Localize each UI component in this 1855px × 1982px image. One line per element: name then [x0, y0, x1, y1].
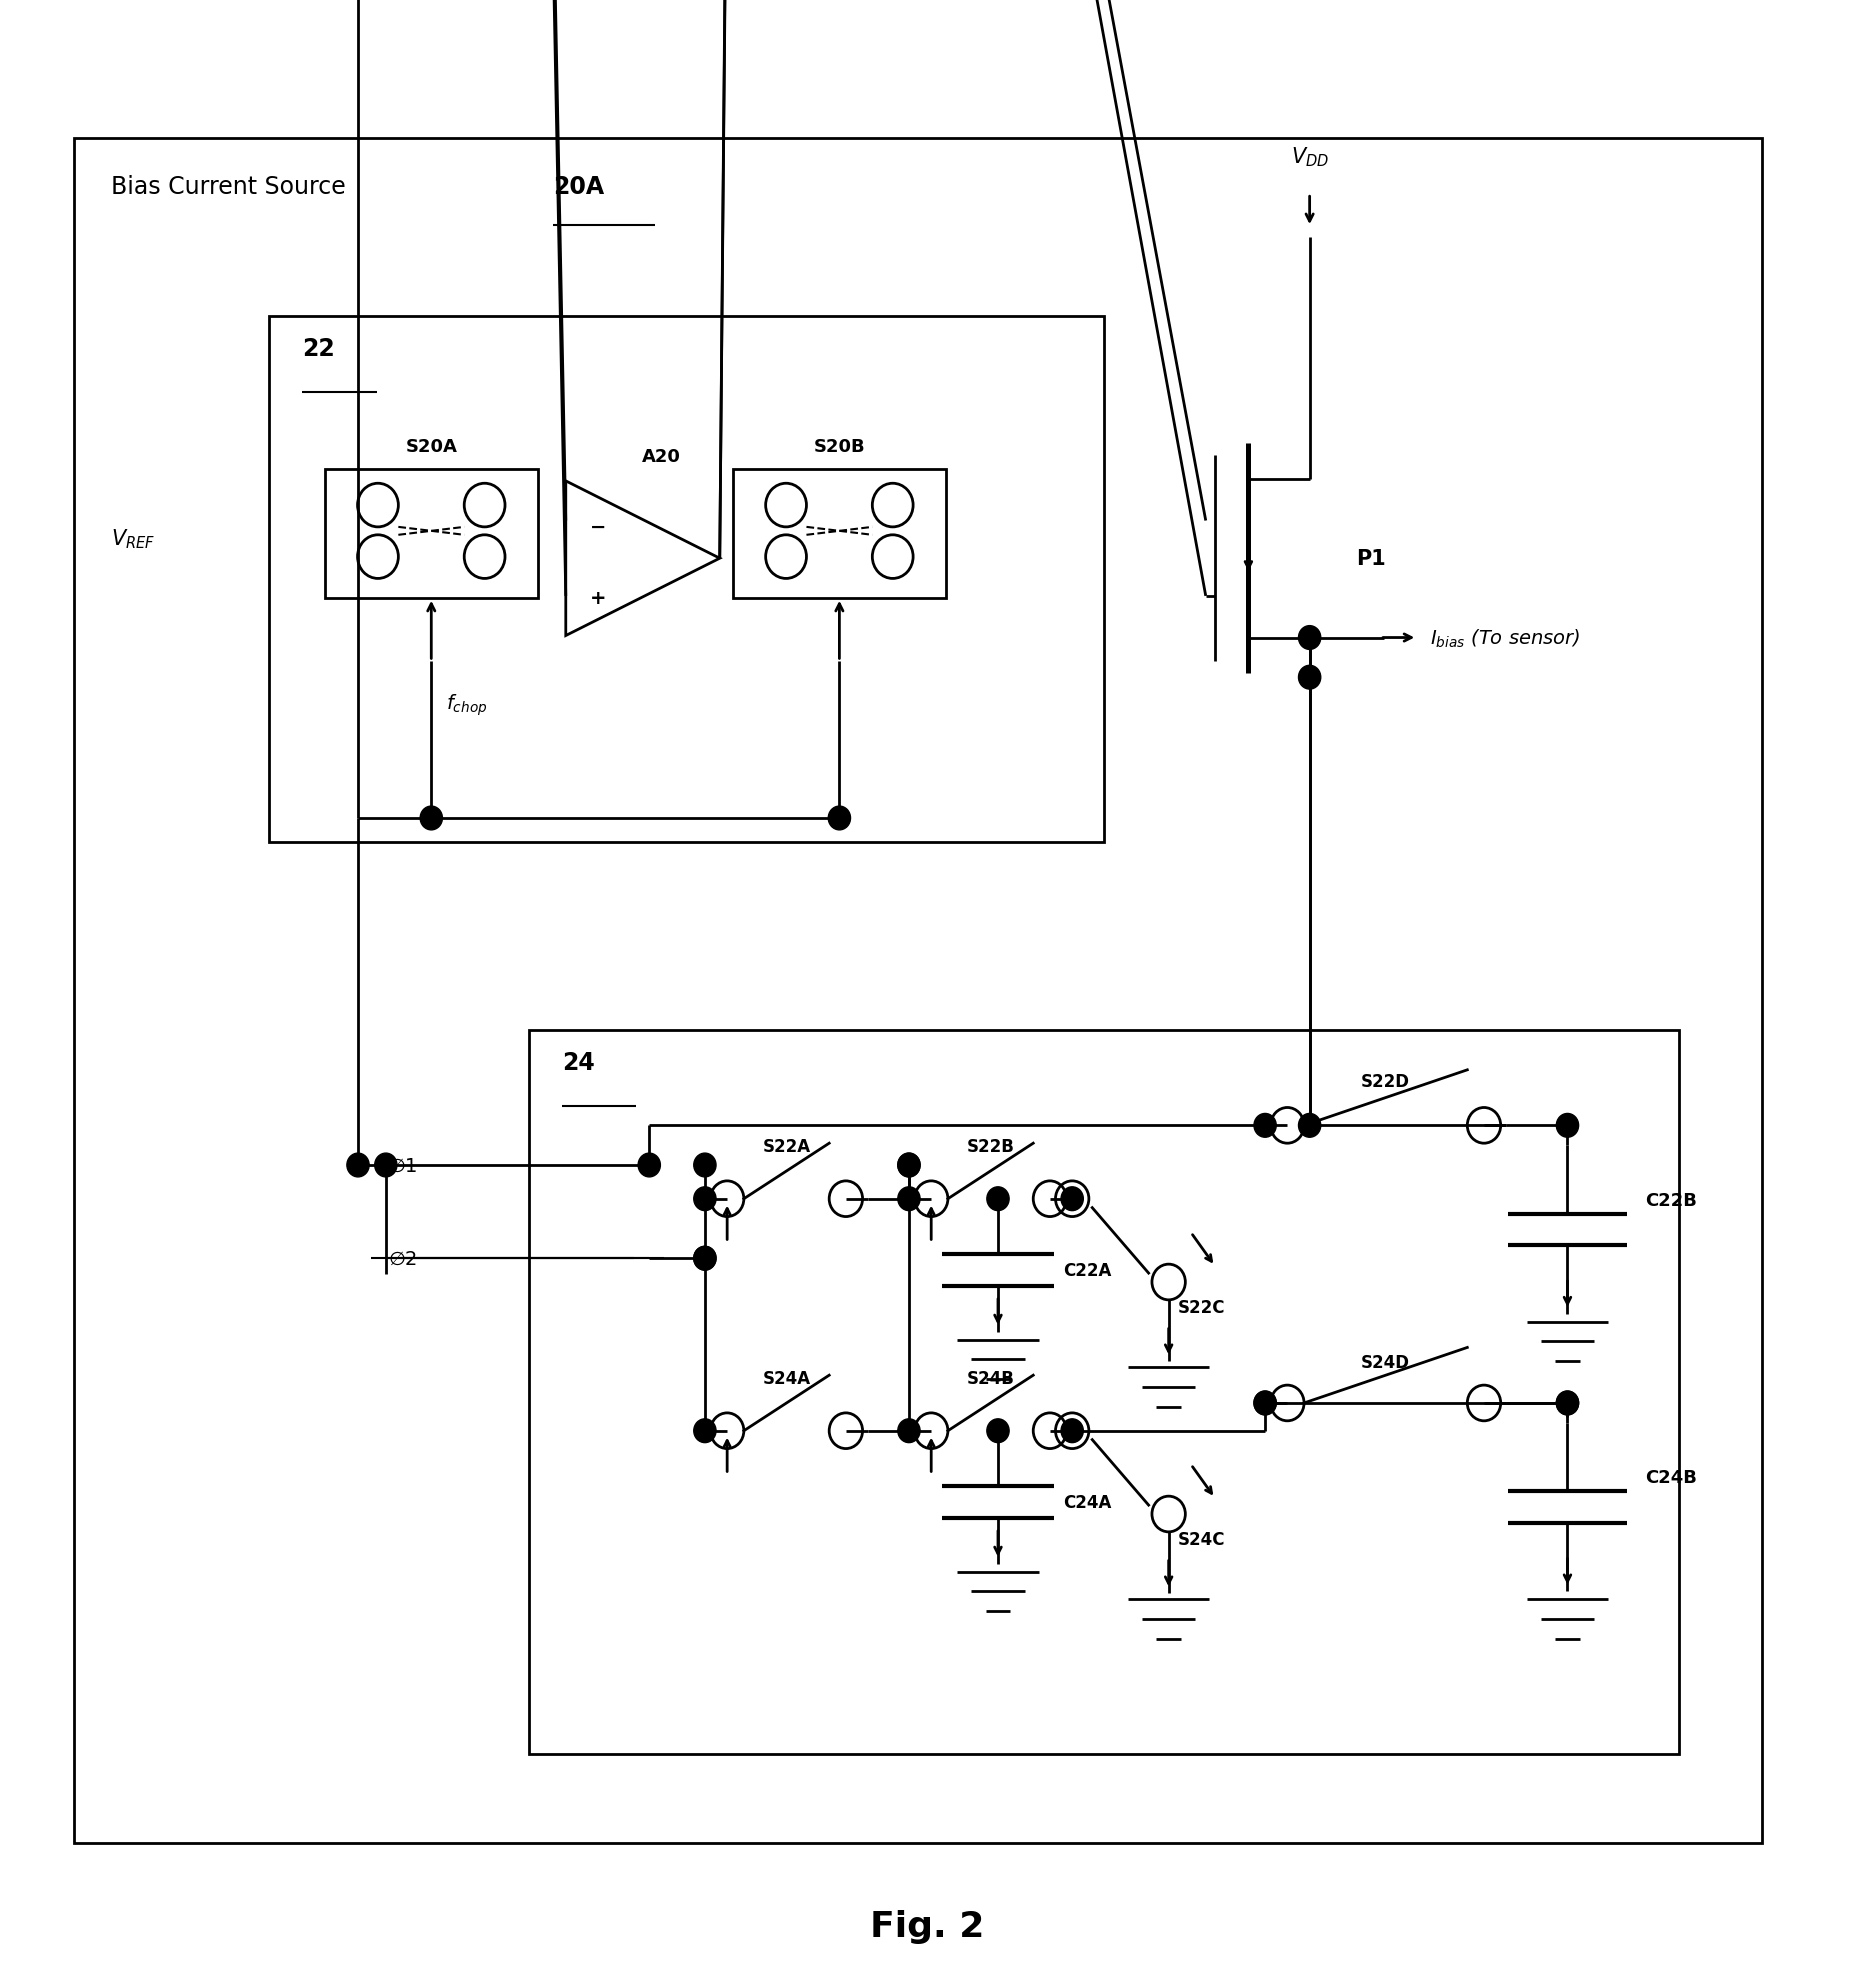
Text: S22C: S22C: [1178, 1298, 1226, 1316]
Text: P1: P1: [1356, 549, 1386, 569]
Circle shape: [1556, 1114, 1579, 1138]
Circle shape: [694, 1419, 716, 1443]
Text: Bias Current Source: Bias Current Source: [111, 174, 354, 198]
Circle shape: [1061, 1187, 1083, 1211]
Circle shape: [1254, 1391, 1276, 1415]
Circle shape: [694, 1187, 716, 1211]
Text: C22B: C22B: [1645, 1191, 1697, 1209]
Text: S24D: S24D: [1362, 1354, 1410, 1372]
Circle shape: [898, 1419, 920, 1443]
Text: +: +: [590, 589, 607, 608]
Circle shape: [375, 1154, 397, 1177]
Circle shape: [1298, 1114, 1321, 1138]
Circle shape: [898, 1187, 920, 1211]
Text: S20A: S20A: [406, 438, 456, 456]
Circle shape: [987, 1187, 1009, 1211]
Text: $\emptyset$2: $\emptyset$2: [388, 1249, 417, 1268]
Text: 20A: 20A: [553, 174, 605, 198]
Text: $\mathit{V}_{DD}$: $\mathit{V}_{DD}$: [1291, 145, 1328, 168]
Circle shape: [419, 807, 441, 830]
Circle shape: [347, 1154, 369, 1177]
Text: $\emptyset$1: $\emptyset$1: [388, 1156, 417, 1175]
Circle shape: [898, 1154, 920, 1177]
Text: $\mathit{f}_{chop}$: $\mathit{f}_{chop}$: [445, 692, 488, 717]
Circle shape: [1298, 666, 1321, 690]
Text: 24: 24: [562, 1050, 595, 1074]
Text: C24B: C24B: [1645, 1469, 1697, 1486]
Text: S24B: S24B: [966, 1370, 1015, 1387]
Circle shape: [827, 807, 850, 830]
Circle shape: [1254, 1114, 1276, 1138]
Bar: [74, 139, 1762, 1843]
Circle shape: [898, 1154, 920, 1177]
Text: $\mathit{V}_{REF}$: $\mathit{V}_{REF}$: [111, 527, 156, 551]
Circle shape: [1298, 626, 1321, 650]
Text: $\mathit{I}_{bias}$ (To sensor): $\mathit{I}_{bias}$ (To sensor): [1430, 626, 1580, 650]
Circle shape: [638, 1154, 660, 1177]
Bar: [529, 1031, 1679, 1754]
Text: S22D: S22D: [1362, 1072, 1410, 1090]
Circle shape: [1556, 1391, 1579, 1415]
Text: S24C: S24C: [1178, 1530, 1226, 1548]
Bar: [733, 470, 946, 599]
Circle shape: [1254, 1391, 1276, 1415]
Circle shape: [694, 1247, 716, 1270]
Text: Fig. 2: Fig. 2: [870, 1909, 985, 1944]
Text: 22: 22: [302, 337, 336, 361]
Circle shape: [694, 1247, 716, 1270]
Circle shape: [694, 1154, 716, 1177]
Text: S22A: S22A: [762, 1138, 811, 1156]
Text: −: −: [590, 517, 607, 537]
Text: C24A: C24A: [1063, 1492, 1111, 1512]
Text: S24A: S24A: [762, 1370, 811, 1387]
Text: S22B: S22B: [966, 1138, 1015, 1156]
Circle shape: [987, 1419, 1009, 1443]
Text: A20: A20: [642, 448, 681, 466]
Circle shape: [1556, 1391, 1579, 1415]
Bar: [325, 470, 538, 599]
Text: C22A: C22A: [1063, 1261, 1111, 1280]
Bar: [269, 317, 1104, 842]
Text: S20B: S20B: [814, 438, 864, 456]
Circle shape: [1061, 1419, 1083, 1443]
